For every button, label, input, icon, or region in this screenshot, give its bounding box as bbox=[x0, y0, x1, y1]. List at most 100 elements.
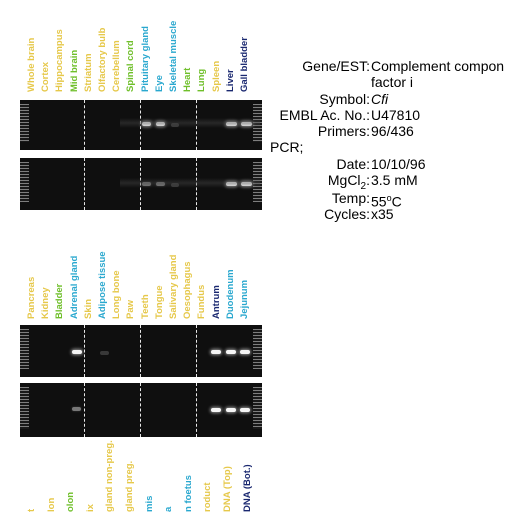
symbol-value: Cfi bbox=[371, 91, 389, 107]
lane-label: lon bbox=[45, 497, 57, 512]
panel1-gel-bottom bbox=[20, 158, 262, 210]
panel2-gel-bottom bbox=[20, 383, 262, 437]
lane-divider bbox=[196, 383, 197, 437]
lane-label: ix bbox=[84, 504, 96, 512]
lane-label: Liver bbox=[224, 69, 236, 92]
pcr-band bbox=[240, 408, 250, 412]
pcr-band bbox=[241, 182, 252, 186]
pcr-band bbox=[226, 350, 236, 354]
pcr-band bbox=[241, 122, 252, 126]
pcr-band bbox=[211, 350, 221, 354]
gene-value-line1: Complement compon bbox=[371, 58, 505, 74]
lane-label: Olfactory bulb bbox=[97, 27, 108, 92]
lane-label: Lung bbox=[196, 68, 208, 92]
dna-ladder bbox=[20, 104, 29, 142]
mgcl2-value: 3.5 mM bbox=[371, 172, 418, 188]
primers-label: Primers: bbox=[317, 123, 370, 139]
lane-label: roduct bbox=[202, 482, 214, 512]
lane-label: Kidney bbox=[40, 287, 52, 319]
lane-label: Mid brain bbox=[68, 49, 80, 92]
pcr-band bbox=[226, 408, 236, 412]
gene-value-line2: factor i bbox=[371, 74, 414, 90]
dna-ladder bbox=[253, 162, 262, 202]
lane-label: Oesophagus bbox=[182, 261, 194, 319]
mgcl2-label: MgCl2: bbox=[328, 172, 370, 195]
lane-label: Pancreas bbox=[26, 276, 37, 319]
gel-smear bbox=[120, 118, 260, 128]
dna-ladder bbox=[253, 329, 262, 369]
cycles-label: Cycles: bbox=[324, 206, 370, 222]
dna-ladder bbox=[253, 104, 262, 142]
embl-value: U47810 bbox=[371, 107, 421, 123]
lane-label: Pituitary gland bbox=[139, 26, 151, 92]
gel-smear bbox=[120, 178, 260, 188]
pcr-label: PCR; bbox=[270, 139, 304, 155]
lane-label: olon bbox=[65, 491, 77, 512]
lane-label: Spleen bbox=[210, 60, 222, 92]
pcr-band bbox=[226, 182, 237, 186]
lane-divider bbox=[140, 158, 141, 210]
lane-label: Fundus bbox=[196, 284, 208, 319]
pcr-band bbox=[100, 351, 109, 355]
pcr-band bbox=[156, 122, 165, 126]
lane-label: n foetus bbox=[182, 475, 194, 512]
pcr-band bbox=[171, 183, 179, 187]
lane-label: Jejunum bbox=[239, 279, 250, 319]
mgcl2-label-colon: : bbox=[366, 172, 370, 188]
lane-label: Salivary gland bbox=[168, 254, 179, 319]
lane-label: mis bbox=[143, 495, 155, 512]
pcr-band bbox=[240, 350, 250, 354]
lane-label: Skin bbox=[82, 298, 94, 319]
lane-divider bbox=[84, 158, 85, 210]
lane-divider bbox=[84, 325, 85, 377]
dna-ladder bbox=[20, 329, 29, 369]
lane-label: gland preg. bbox=[124, 460, 135, 512]
lane-divider bbox=[140, 100, 141, 150]
pcr-band bbox=[72, 350, 82, 354]
dna-ladder bbox=[20, 387, 29, 429]
temp-value-num: 55 bbox=[371, 193, 387, 210]
lane-divider bbox=[196, 158, 197, 210]
pcr-band bbox=[211, 408, 221, 412]
panel2-gel-top bbox=[20, 325, 262, 377]
pcr-band bbox=[226, 122, 237, 126]
lane-label: Heart bbox=[182, 67, 194, 92]
lane-divider bbox=[196, 325, 197, 377]
lane-label: a bbox=[163, 506, 175, 512]
symbol-label: Symbol: bbox=[319, 91, 370, 107]
lane-label: Cerebellum bbox=[111, 40, 123, 92]
lane-label: Hippocampus bbox=[54, 29, 66, 92]
lane-label: Eye bbox=[153, 75, 165, 92]
pcr-band bbox=[72, 407, 81, 411]
lane-label: Duodenum bbox=[224, 269, 236, 319]
lane-label: Antrum bbox=[210, 285, 222, 319]
dna-ladder bbox=[20, 162, 29, 202]
lane-label: Paw bbox=[125, 299, 137, 319]
lane-divider bbox=[196, 100, 197, 150]
lane-divider bbox=[84, 100, 85, 150]
pcr-band bbox=[171, 123, 179, 127]
lane-label: Adipose tissue bbox=[97, 251, 108, 319]
date-label: Date: bbox=[336, 156, 370, 172]
cycles-value: x35 bbox=[371, 206, 394, 222]
pcr-band bbox=[142, 122, 151, 126]
lane-label: Teeth bbox=[139, 294, 151, 319]
pcr-band bbox=[142, 182, 151, 186]
pcr-band bbox=[156, 182, 165, 186]
date-value: 10/10/96 bbox=[371, 156, 426, 172]
lane-label: Adrenal gland bbox=[68, 255, 80, 319]
lane-label: Tongue bbox=[153, 285, 165, 319]
lane-divider bbox=[140, 325, 141, 377]
panel1-gel-top bbox=[20, 100, 262, 150]
lane-label: gland non-preg. bbox=[104, 440, 116, 512]
lane-label: Bladder bbox=[54, 283, 66, 319]
lane-label: Skeletal muscle bbox=[168, 20, 179, 92]
gene-label: Gene/EST: bbox=[302, 58, 370, 74]
lane-label: Spinal cord bbox=[125, 40, 137, 92]
lane-divider bbox=[140, 383, 141, 437]
lane-label: DNA (Top) bbox=[222, 466, 233, 512]
temp-value-sup: o bbox=[386, 193, 392, 203]
primers-value: 96/436 bbox=[371, 123, 414, 139]
lane-label: Striatum bbox=[82, 53, 94, 92]
temp-value-unit: C bbox=[391, 193, 402, 210]
